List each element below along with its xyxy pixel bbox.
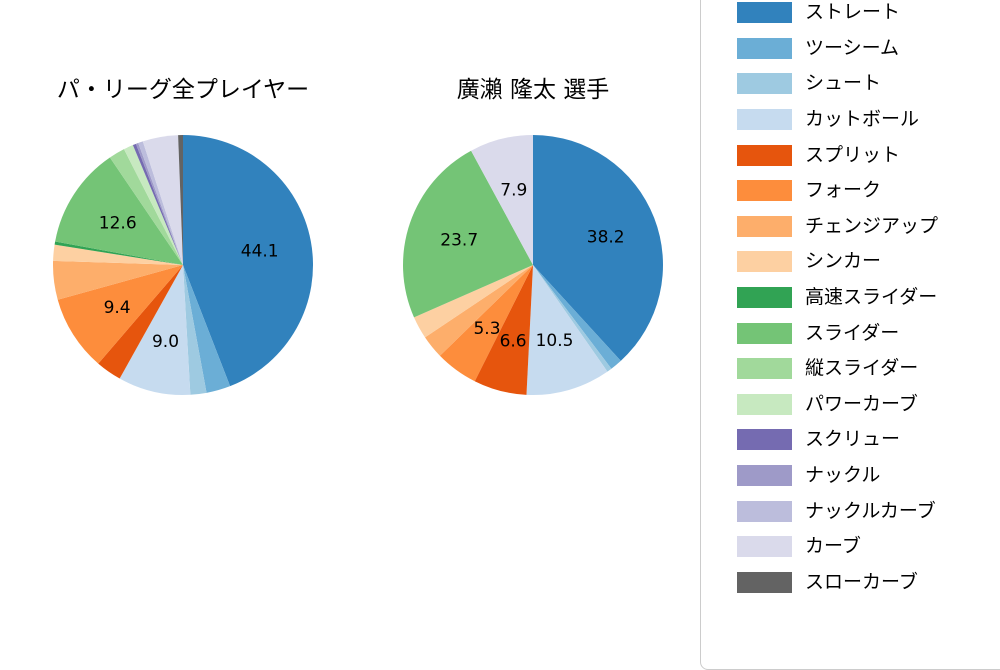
chart-title-left: パ・リーグ全プレイヤー xyxy=(56,77,310,103)
legend-swatch xyxy=(737,215,792,237)
legend-item: スクリュー xyxy=(737,422,1000,458)
legend-swatch xyxy=(737,287,792,309)
legend-swatch xyxy=(737,2,792,24)
legend-item: ストレート xyxy=(737,0,1000,31)
legend-label: 高速スライダー xyxy=(805,286,938,309)
legend-label: ストレート xyxy=(805,1,901,24)
legend-label: パワーカーブ xyxy=(805,392,918,415)
pie-slice-value: 7.9 xyxy=(500,180,527,200)
legend-label: スローカーブ xyxy=(805,570,918,593)
legend-label: ナックルカーブ xyxy=(805,499,936,522)
pie-slice-4 xyxy=(98,265,183,379)
pie-slice-6 xyxy=(52,260,183,300)
pie-slice-7 xyxy=(414,265,533,338)
legend-swatch xyxy=(737,73,792,95)
legend-item: シュート xyxy=(737,66,1000,102)
legend-item: 縦スライダー xyxy=(737,351,1000,387)
pie-slice-15 xyxy=(471,135,533,265)
pie-slice-value: 5.3 xyxy=(473,319,500,339)
legend-item: スローカーブ xyxy=(737,565,1000,601)
pie-slice-14 xyxy=(138,141,183,265)
pie-slice-value: 9.4 xyxy=(104,298,131,318)
pie-slice-value: 6.6 xyxy=(500,331,527,351)
pie-slice-15 xyxy=(142,135,183,265)
pie-slice-9 xyxy=(55,157,183,265)
pie-slice-value: 10.5 xyxy=(536,331,574,351)
legend-item: ナックル xyxy=(737,458,1000,494)
legend-swatch xyxy=(737,500,792,522)
figure: パ・リーグ全プレイヤー 廣瀨 隆太 選手 44.1 9.0 9.4 12.6 38.2… xyxy=(52,0,1000,670)
legend-label: カットボール xyxy=(805,108,920,131)
legend-item: スライダー xyxy=(737,315,1000,351)
legend-item: チェンジアップ xyxy=(737,209,1000,245)
legend: ストレートツーシームシュートカットボール スプリットフォークチェンジアップ シンカー… xyxy=(700,0,1000,670)
legend-item: スプリット xyxy=(737,137,1000,173)
pie-slice-9 xyxy=(403,150,533,318)
pie-slice-12 xyxy=(132,143,183,265)
pie-slice-8 xyxy=(54,241,183,265)
pie-slice-value: 38.2 xyxy=(587,228,625,248)
legend-item: ナックルカーブ xyxy=(737,493,1000,529)
legend-item: シンカー xyxy=(737,244,1000,280)
legend-swatch xyxy=(737,536,792,558)
pie-slice-2 xyxy=(533,265,612,372)
pie-slice-5 xyxy=(57,265,183,364)
chart-title-right: 廣瀨 隆太 選手 xyxy=(456,77,610,103)
legend-label: スライダー xyxy=(805,321,900,344)
pie-slice-2 xyxy=(183,265,207,395)
pie-slice-value: 9.0 xyxy=(152,332,179,352)
legend-label: スクリュー xyxy=(805,428,901,451)
pie-slice-0 xyxy=(183,135,314,387)
pie-chart-left: 44.1 9.0 9.4 12.6 xyxy=(52,134,314,395)
legend-label: 縦スライダー xyxy=(805,357,919,380)
legend-label: ツーシーム xyxy=(805,36,900,59)
legend-label: シュート xyxy=(805,72,882,95)
legend-swatch xyxy=(737,109,792,131)
pie-slice-value: 23.7 xyxy=(440,231,478,251)
legend-label: フォーク xyxy=(805,179,882,202)
legend-label: チェンジアップ xyxy=(805,214,939,237)
pie-slice-16 xyxy=(178,134,183,265)
legend-swatch xyxy=(737,393,792,415)
pie-slice-10 xyxy=(109,149,183,265)
pie-chart-right: 38.2 10.5 6.65.3 23.7 7.9 xyxy=(403,135,664,396)
legend-label: ナックル xyxy=(805,464,881,487)
pie-slice-7 xyxy=(53,244,183,265)
legend-item: フォーク xyxy=(737,173,1000,209)
pie-slice-5 xyxy=(439,265,533,382)
legend-swatch xyxy=(737,358,792,380)
legend-swatch xyxy=(737,37,792,59)
pie-slice-1 xyxy=(183,265,231,393)
legend-swatch xyxy=(737,322,792,344)
legend-item: カーブ xyxy=(737,529,1000,565)
legend-item: 高速スライダー xyxy=(737,280,1000,316)
legend-swatch xyxy=(737,144,792,166)
pie-slice-value: 12.6 xyxy=(99,213,137,233)
legend-item: パワーカーブ xyxy=(737,387,1000,423)
legend-swatch xyxy=(737,251,792,273)
legend-items: ストレートツーシームシュートカットボール スプリットフォークチェンジアップ シンカー… xyxy=(737,0,1000,600)
legend-swatch xyxy=(737,465,792,487)
legend-label: シンカー xyxy=(805,250,882,273)
pie-slice-value: 44.1 xyxy=(241,242,279,262)
legend-label: スプリット xyxy=(805,143,901,166)
legend-item: カットボール xyxy=(737,102,1000,138)
legend-swatch xyxy=(737,571,792,593)
pie-slice-3 xyxy=(119,265,191,395)
pie-slice-11 xyxy=(123,145,183,265)
pie-slice-1 xyxy=(533,265,621,369)
legend-label: カーブ xyxy=(805,535,861,558)
pie-slice-6 xyxy=(425,265,533,356)
legend-swatch xyxy=(737,180,792,202)
pie-slice-4 xyxy=(474,265,533,395)
legend-swatch xyxy=(737,429,792,451)
legend-item: ツーシーム xyxy=(737,31,1000,67)
pie-slice-13 xyxy=(135,142,183,265)
pie-slice-3 xyxy=(526,265,608,396)
pie-slice-0 xyxy=(533,135,664,361)
